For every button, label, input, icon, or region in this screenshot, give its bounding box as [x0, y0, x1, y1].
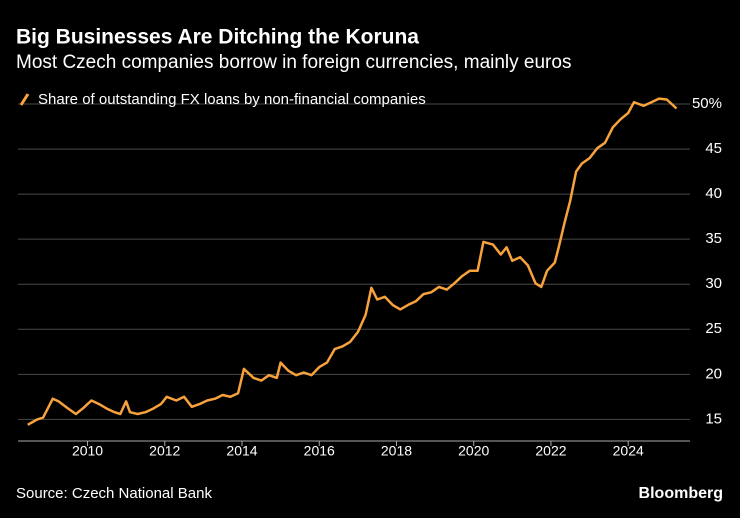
- x-tick-label: 2022: [535, 443, 566, 459]
- x-tick-label: 2018: [381, 443, 412, 459]
- data-line: [27, 97, 678, 426]
- y-tick-label: 25: [705, 320, 722, 337]
- brand: Bloomberg: [639, 485, 723, 502]
- chart-title: Big Businesses Are Ditching the Koruna: [16, 26, 419, 49]
- x-tick-label: 2024: [613, 443, 644, 459]
- chart-subtitle: Most Czech companies borrow in foreign c…: [16, 52, 571, 73]
- x-tick-label: 2016: [304, 443, 335, 459]
- y-tick-label: 30: [705, 275, 722, 292]
- source: Source: Czech National Bank: [16, 485, 212, 502]
- y-tick-label: 45: [705, 140, 722, 157]
- x-tick-label: 2010: [72, 443, 103, 459]
- y-tick-label: 20: [705, 365, 722, 382]
- legend-label: Share of outstanding FX loans by non-fin…: [38, 91, 426, 108]
- y-tick-label: 35: [705, 230, 722, 247]
- y-tick-label: 15: [705, 410, 722, 427]
- legend-swatch: [19, 93, 30, 106]
- y-tick-label: 40: [705, 185, 722, 202]
- x-tick-label: 2014: [226, 443, 257, 459]
- x-tick-label: 2012: [149, 443, 180, 459]
- y-tick-label: 50%: [692, 95, 722, 112]
- x-tick-label: 2020: [458, 443, 489, 459]
